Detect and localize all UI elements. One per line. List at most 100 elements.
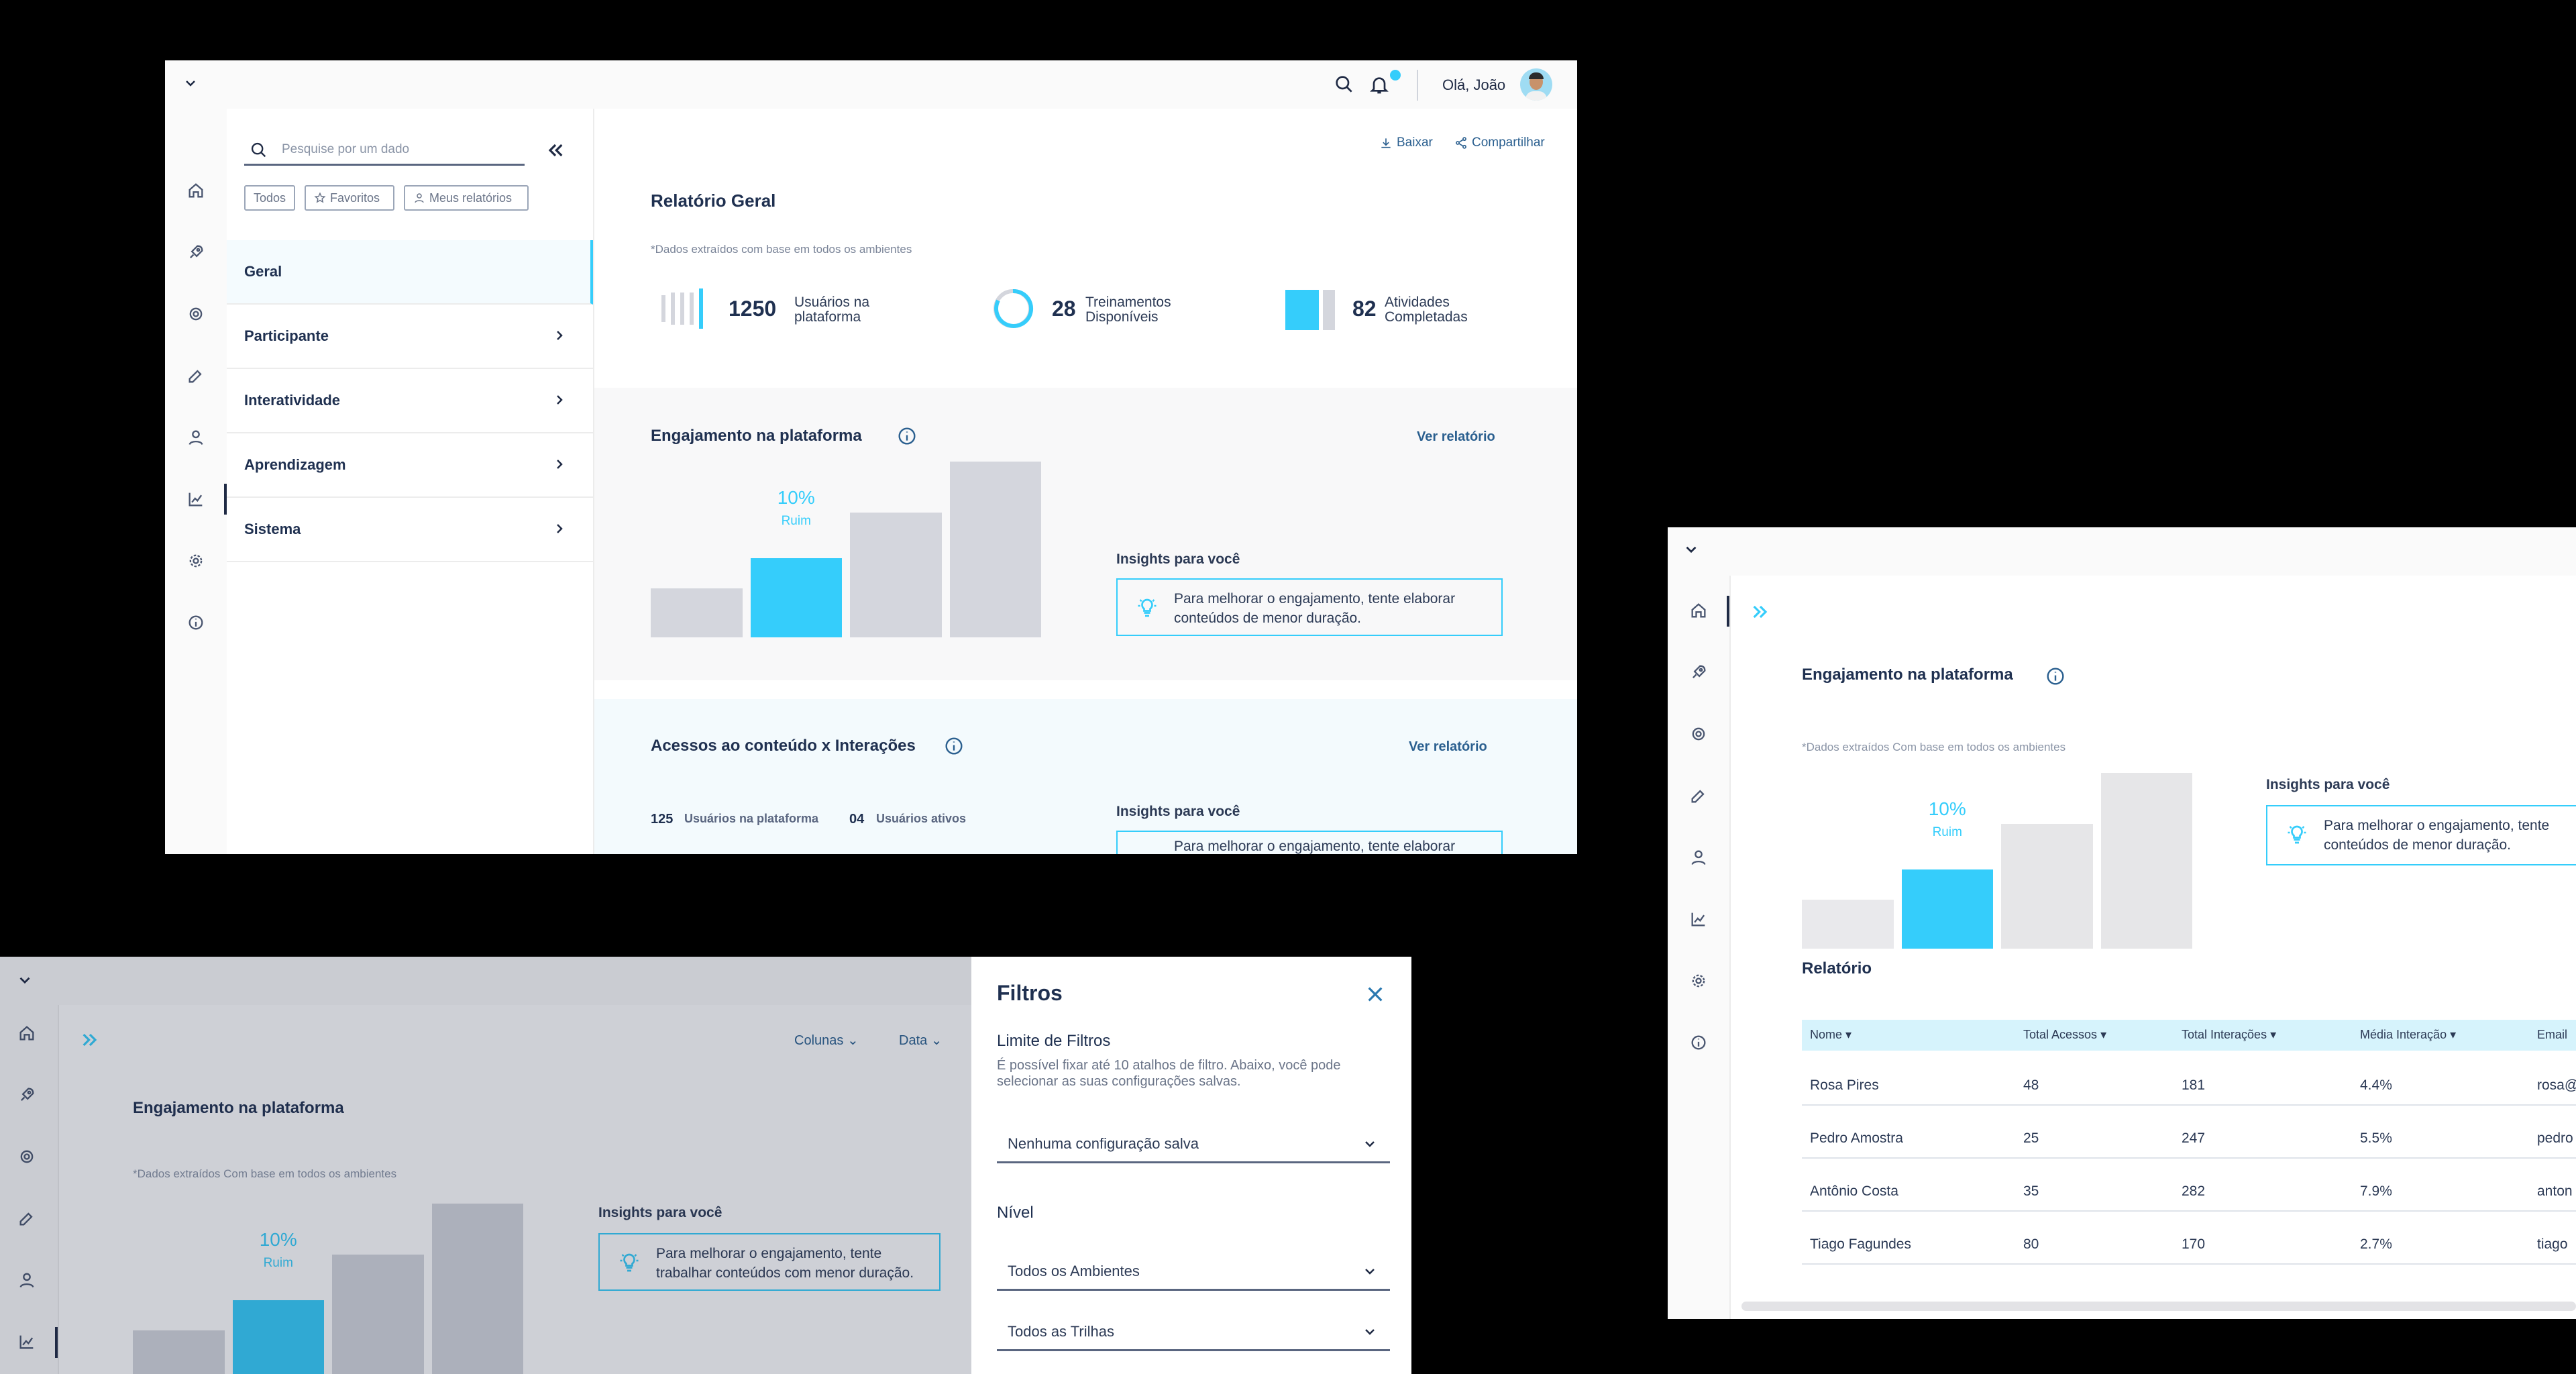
info-icon[interactable] [185, 612, 207, 633]
user-icon[interactable] [16, 1269, 38, 1291]
bar [133, 1330, 225, 1374]
limit-title: Limite de Filtros [997, 1032, 1111, 1050]
close-icon[interactable] [1364, 984, 1386, 1005]
download-button[interactable]: Baixar [1379, 136, 1433, 150]
avatar[interactable] [1520, 68, 1552, 101]
search-input[interactable]: Pesquise por um dado [244, 136, 525, 166]
info-icon[interactable] [2045, 666, 2066, 687]
chart-icon[interactable] [185, 488, 207, 510]
modal-overlay[interactable] [0, 957, 971, 1374]
stat-bar [671, 293, 675, 325]
expand-icon[interactable] [79, 1029, 101, 1051]
trail-select[interactable]: Todos as Trilhas [997, 1314, 1390, 1351]
insight-text: Para melhorar o engajamento, tente conteú… [2324, 816, 2576, 855]
home-icon[interactable] [185, 180, 207, 201]
share-button[interactable]: Compartilhar [1454, 136, 1545, 150]
chip-label: Favoritos [330, 191, 380, 205]
col-total-interacoes[interactable]: Total Interações ▾ [2182, 1028, 2277, 1041]
engagement-chart: 10% Ruim [1802, 773, 2192, 949]
user-icon[interactable] [185, 427, 207, 448]
home-icon[interactable] [16, 1022, 38, 1044]
table-cell: Tiago Fagundes [1810, 1236, 1911, 1252]
info-icon[interactable] [896, 425, 918, 447]
engagement-chart: 10% Ruim [651, 462, 1041, 637]
edit-icon[interactable] [1688, 785, 1709, 806]
chip-all[interactable]: Todos [244, 185, 295, 211]
chart-icon[interactable] [16, 1331, 38, 1353]
nav-item-sistema[interactable]: Sistema [227, 498, 593, 562]
highlight-label: Ruim [263, 1256, 293, 1271]
saved-config-select[interactable]: Nenhuma configuração salva [997, 1126, 1390, 1163]
bar [850, 512, 942, 637]
insight-line: Para melhorar o engajamento, tente [2324, 818, 2550, 833]
edit-icon[interactable] [185, 365, 207, 386]
nav-item-aprendizagem[interactable]: Aprendizagem [227, 433, 593, 498]
target-icon[interactable] [1688, 723, 1709, 745]
engagement-section: Engajamento na plataforma Ver relatório … [594, 388, 1577, 680]
icon-rail [0, 1005, 59, 1374]
search-icon[interactable] [1334, 74, 1355, 95]
limit-description: É possível fixar até 10 atalhos de filtr… [997, 1057, 1341, 1090]
table-cell: pedro [2537, 1130, 2573, 1146]
chevron-down-icon[interactable] [1682, 541, 1700, 558]
col-label: Média Interação [2360, 1028, 2447, 1041]
lightbulb-icon [620, 1253, 639, 1272]
notification-dot [1390, 70, 1401, 81]
insights-title: Insights para você [1116, 551, 1240, 567]
target-icon[interactable] [185, 303, 207, 325]
label-line: Disponíveis [1085, 309, 1159, 325]
col-total-acessos[interactable]: Total Acessos ▾ [2023, 1028, 2107, 1041]
insight-box-partial: Para melhorar o engajamento, tente elabo… [1116, 831, 1503, 854]
label-line: Usuários na [794, 295, 870, 310]
insight-box: Para melhorar o engajamento, tente conteú… [2266, 805, 2576, 865]
bar [332, 1254, 424, 1374]
insight-line: conteúdos de menor duração. [1174, 611, 1362, 626]
chevron-right-icon [557, 395, 563, 405]
level-title: Nível [997, 1204, 1034, 1222]
home-icon[interactable] [1688, 600, 1709, 621]
rocket-icon[interactable] [1688, 662, 1709, 683]
col-media-interacao[interactable]: Média Interação ▾ [2360, 1028, 2457, 1041]
chip-my-reports[interactable]: Meus relatórios [404, 185, 529, 211]
expand-icon[interactable] [1750, 601, 1771, 623]
access-view-report[interactable]: Ver relatório [1409, 739, 1487, 754]
chart-icon[interactable] [1688, 908, 1709, 930]
col-email[interactable]: Email [2537, 1028, 2567, 1042]
bell-icon[interactable] [1368, 74, 1390, 95]
top-bar: Olá, João [165, 60, 1577, 109]
icon-rail [165, 109, 228, 854]
report-title: Relatório Geral [651, 191, 776, 211]
chip-favorites[interactable]: Favoritos [305, 185, 394, 211]
chevron-down-icon [1365, 1141, 1375, 1147]
gear-icon[interactable] [1688, 970, 1709, 992]
edit-icon[interactable] [16, 1208, 38, 1229]
horizontal-scrollbar[interactable] [1741, 1302, 2576, 1311]
target-icon[interactable] [16, 1146, 38, 1167]
rocket-icon[interactable] [16, 1084, 38, 1106]
info-icon[interactable] [943, 735, 965, 757]
info-icon[interactable] [1688, 1032, 1709, 1053]
avatar-hair [1529, 72, 1544, 79]
active-indicator [1727, 596, 1729, 627]
engagement-view-report[interactable]: Ver relatório [1417, 429, 1495, 444]
user-icon[interactable] [1688, 847, 1709, 868]
engagement-title: Engajamento na plataforma [651, 427, 862, 445]
col-name[interactable]: Nome ▾ [1810, 1028, 1852, 1041]
nav-item-geral[interactable]: Geral [227, 240, 593, 305]
columns-button[interactable]: Colunas ⌄ [794, 1033, 859, 1048]
nav-item-interatividade[interactable]: Interatividade [227, 369, 593, 433]
insight-line: Para melhorar o engajamento, tente [656, 1246, 882, 1261]
gear-icon[interactable] [185, 550, 207, 572]
nav-item-participante[interactable]: Participante [227, 305, 593, 369]
collapse-icon[interactable] [545, 140, 566, 161]
insights-title: Insights para você [2266, 777, 2390, 792]
chevron-down-icon[interactable] [16, 971, 34, 989]
date-button[interactable]: Data ⌄ [899, 1033, 943, 1048]
col-label: Total Interações [2182, 1028, 2267, 1041]
chevron-down-icon[interactable] [182, 75, 199, 91]
avatar-body [1525, 91, 1547, 101]
nav-label: Interatividade [244, 392, 341, 409]
rocket-icon[interactable] [185, 242, 207, 263]
stat-users-label: Usuários na plataforma [794, 295, 869, 325]
environment-select[interactable]: Todos os Ambientes [997, 1253, 1390, 1291]
